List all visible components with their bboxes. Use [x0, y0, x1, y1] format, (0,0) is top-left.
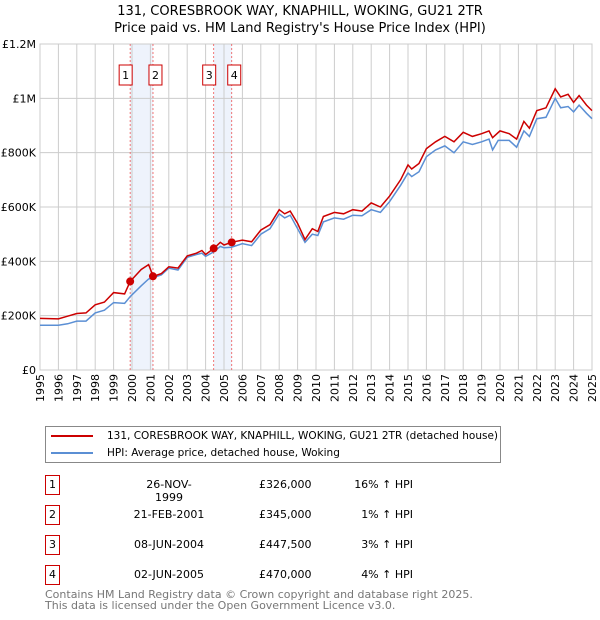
- x-tick-label: 2023: [549, 374, 562, 402]
- sale-point: [227, 238, 236, 247]
- x-tick-label: 2005: [218, 374, 231, 402]
- sale-price: £470,000: [259, 568, 312, 581]
- sale-price: £345,000: [259, 508, 312, 521]
- sale-marker-number: 4: [231, 69, 238, 82]
- x-tick-label: 2007: [255, 374, 268, 402]
- y-tick-label: £1.2M: [2, 38, 36, 51]
- footer-line1: Contains HM Land Registry data © Crown c…: [45, 588, 473, 601]
- legend: 131, CORESBROOK WAY, KNAPHILL, WOKING, G…: [45, 426, 501, 463]
- chart-subtitle: Price paid vs. HM Land Registry's House …: [114, 21, 486, 36]
- x-tick-label: 2019: [476, 374, 489, 402]
- x-tick-label: 2006: [236, 374, 249, 402]
- legend-label-property: 131, CORESBROOK WAY, KNAPHILL, WOKING, G…: [107, 430, 499, 442]
- sale-marker-label: 4: [45, 565, 60, 585]
- sale-row: 3 08-JUN-2004 £447,500 3% ↑ HPI: [45, 535, 445, 555]
- sale-marker-box: [148, 64, 163, 86]
- x-tick-label: 2008: [273, 374, 286, 402]
- x-tick-label: 2014: [384, 374, 397, 402]
- sale-point: [148, 272, 157, 281]
- y-tick-label: £400K: [1, 255, 37, 268]
- x-tick-label: 2004: [200, 374, 213, 402]
- sale-row: 1 26-NOV-1999 £326,000 16% ↑ HPI: [45, 475, 445, 504]
- sale-marker-box: [118, 64, 133, 86]
- x-tick-label: 2020: [494, 374, 507, 402]
- sale-date: 21-FEB-2001: [133, 508, 205, 521]
- x-tick-label: 2022: [531, 374, 544, 402]
- y-tick-label: £600K: [1, 201, 37, 214]
- sale-price: £447,500: [259, 538, 312, 551]
- sale-marker-number: 3: [206, 69, 213, 82]
- footer-line2: This data is licensed under the Open Gov…: [45, 599, 396, 612]
- sale-point: [209, 244, 218, 253]
- sale-marker-number: 2: [152, 69, 159, 82]
- y-tick-label: £0: [22, 364, 36, 377]
- x-tick-label: 2010: [310, 374, 323, 402]
- sale-row: 4 02-JUN-2005 £470,000 4% ↑ HPI: [45, 565, 445, 585]
- x-tick-label: 1999: [108, 374, 121, 402]
- sale-marker-box: [227, 64, 242, 86]
- price-chart: 1995 1996 1997 1998 1999 2000 2001 2002 2003 2004…: [1, 38, 599, 402]
- sale-marker-number: 1: [122, 69, 129, 82]
- sale-date: 26-NOV-1999: [146, 478, 192, 504]
- x-tick-label: 2012: [347, 374, 360, 402]
- sale-hpi-diff: 1% ↑ HPI: [361, 508, 413, 521]
- x-tick-label: 2000: [126, 374, 139, 402]
- x-tick-label: 2017: [439, 374, 452, 402]
- legend-swatch-property: [51, 435, 93, 437]
- x-tick-label: 2024: [568, 374, 581, 402]
- property-price-line: [39, 87, 593, 320]
- sale-date: 02-JUN-2005: [133, 568, 205, 581]
- sale-hpi-diff: 3% ↑ HPI: [361, 538, 413, 551]
- x-tick-label: 1995: [34, 374, 47, 402]
- x-tick-label: 1996: [52, 374, 65, 402]
- legend-label-hpi: HPI: Average price, detached house, Woki…: [107, 447, 340, 459]
- sale-marker-label: 3: [45, 535, 60, 555]
- x-tick-label: 2002: [163, 374, 176, 402]
- x-tick-label: 2011: [328, 374, 341, 402]
- sale-marker-box: [202, 64, 217, 86]
- x-tick-label: 2009: [292, 374, 305, 402]
- legend-swatch-hpi: [51, 452, 93, 454]
- sale-marker-label: 2: [45, 505, 60, 525]
- y-tick-label: £1M: [13, 92, 37, 105]
- chart-title: 131, CORESBROOK WAY, KNAPHILL, WOKING, G…: [117, 4, 483, 19]
- plot-frame: [39, 43, 593, 371]
- x-tick-label: 2003: [181, 374, 194, 402]
- y-tick-label: £200K: [1, 310, 37, 323]
- x-tick-label: 2015: [402, 374, 415, 402]
- sale-row: 2 21-FEB-2001 £345,000 1% ↑ HPI: [45, 505, 445, 525]
- x-tick-label: 2018: [457, 374, 470, 402]
- x-tick-label: 2001: [144, 374, 157, 402]
- sale-date: 08-JUN-2004: [133, 538, 205, 551]
- x-tick-label: 2013: [365, 374, 378, 402]
- sale-marker-label: 1: [45, 475, 60, 495]
- x-tick-label: 1998: [89, 374, 102, 402]
- x-tick-label: 2016: [420, 374, 433, 402]
- x-tick-label: 2021: [512, 374, 525, 402]
- footer: Contains HM Land Registry data © Crown c…: [45, 589, 473, 611]
- x-tick-label: 2025: [586, 374, 599, 402]
- sale-price: £326,000: [259, 478, 312, 491]
- sale-hpi-diff: 4% ↑ HPI: [361, 568, 413, 581]
- y-tick-label: £800K: [1, 147, 37, 160]
- sale-hpi-diff: 16% ↑ HPI: [354, 478, 413, 491]
- sale-point: [126, 277, 135, 286]
- x-tick-label: 1997: [71, 374, 84, 402]
